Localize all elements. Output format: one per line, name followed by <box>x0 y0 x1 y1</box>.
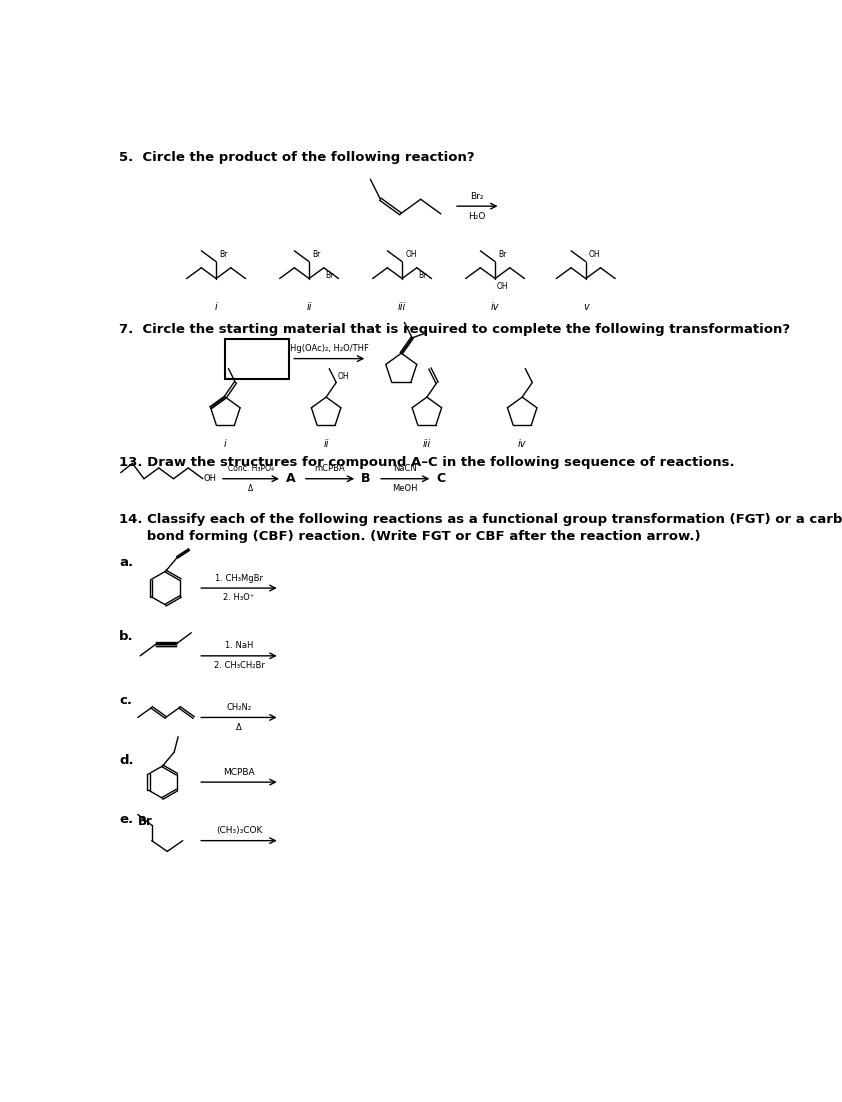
Text: ii: ii <box>306 302 312 312</box>
Text: c.: c. <box>120 694 132 707</box>
Text: (CH₃)₃COK: (CH₃)₃COK <box>216 826 262 835</box>
Text: iii: iii <box>423 440 431 450</box>
Text: B: B <box>361 473 370 485</box>
Text: iv: iv <box>518 440 526 450</box>
Text: Br: Br <box>312 249 321 259</box>
Text: i: i <box>215 302 217 312</box>
Text: v: v <box>583 302 589 312</box>
Text: CH₂N₂: CH₂N₂ <box>226 703 252 712</box>
Bar <box>226 338 289 379</box>
Text: MCPBA: MCPBA <box>223 768 255 777</box>
Text: 13. Draw the structures for compound A–C in the following sequence of reactions.: 13. Draw the structures for compound A–C… <box>120 455 735 468</box>
Text: H₂O: H₂O <box>468 212 486 220</box>
Text: 2. CH₃CH₂Br: 2. CH₃CH₂Br <box>214 661 264 670</box>
Text: iv: iv <box>491 302 499 312</box>
Text: OH: OH <box>589 249 600 259</box>
Text: OH: OH <box>338 372 349 381</box>
Text: Hg(OAc)₂, H₂O/THF: Hg(OAc)₂, H₂O/THF <box>290 344 369 354</box>
Text: A: A <box>285 473 296 485</box>
Text: 14. Classify each of the following reactions as a functional group transformatio: 14. Classify each of the following react… <box>120 512 842 526</box>
Text: OH: OH <box>204 474 216 484</box>
Text: bond forming (CBF) reaction. (Write FGT or CBF after the reaction arrow.): bond forming (CBF) reaction. (Write FGT … <box>120 530 701 542</box>
Text: ii: ii <box>323 440 329 450</box>
Text: Br: Br <box>219 249 227 259</box>
Text: Br₂: Br₂ <box>471 192 484 201</box>
Text: Δ: Δ <box>248 484 253 493</box>
Text: 2. H₃O⁺: 2. H₃O⁺ <box>223 594 254 603</box>
Text: Br: Br <box>498 249 507 259</box>
Text: mCPBA: mCPBA <box>315 464 345 474</box>
Text: Br: Br <box>138 815 152 829</box>
Text: NaCN: NaCN <box>393 464 417 474</box>
Text: OH: OH <box>497 282 509 291</box>
Text: a.: a. <box>120 555 133 569</box>
Text: i: i <box>224 440 226 450</box>
Text: b.: b. <box>120 630 134 644</box>
Text: 7.  Circle the starting material that is required to complete the following tran: 7. Circle the starting material that is … <box>120 323 791 336</box>
Text: iii: iii <box>398 302 406 312</box>
Text: Conc. H₃PO₄: Conc. H₃PO₄ <box>228 464 274 474</box>
Text: d.: d. <box>120 754 134 767</box>
Text: Br: Br <box>325 271 333 280</box>
Text: 5.  Circle the product of the following reaction?: 5. Circle the product of the following r… <box>120 151 475 164</box>
Text: MeOH: MeOH <box>392 484 418 493</box>
Text: 1. NaH: 1. NaH <box>225 641 253 650</box>
Text: Br: Br <box>418 271 427 280</box>
Text: e.: e. <box>120 813 133 825</box>
Text: Δ: Δ <box>236 723 242 732</box>
Text: 1. CH₃MgBr: 1. CH₃MgBr <box>215 574 263 583</box>
Text: C: C <box>436 473 445 485</box>
Text: OH: OH <box>405 249 417 259</box>
